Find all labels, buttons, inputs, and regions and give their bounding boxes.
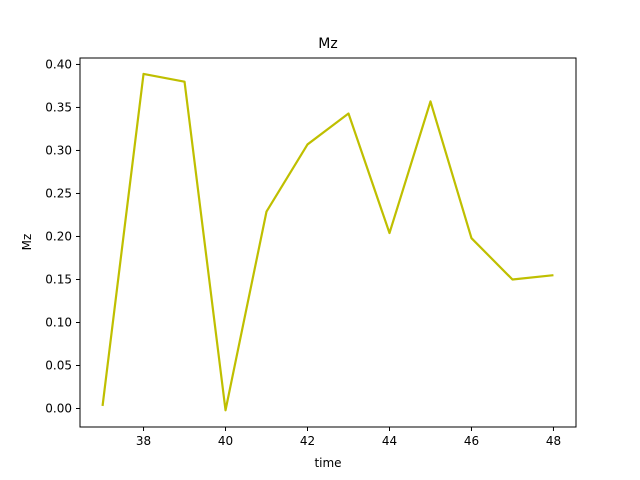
- plot-frame: [79, 57, 577, 428]
- x-tick-label: 46: [464, 434, 479, 448]
- x-tick-label: 38: [136, 434, 151, 448]
- chart-title: Mz: [318, 36, 337, 52]
- x-axis-label: time: [314, 456, 341, 470]
- x-axis: 38 40 42 44 46 48: [136, 427, 561, 448]
- y-tick-label: 0.15: [45, 272, 72, 286]
- y-tick-label: 0.35: [45, 100, 72, 114]
- y-tick-label: 0.30: [45, 143, 72, 157]
- plot-area: [101, 72, 554, 412]
- x-tick-label: 48: [546, 434, 561, 448]
- y-tick-label: 0.00: [45, 402, 72, 416]
- y-axis-label: Mz: [20, 234, 34, 251]
- x-tick-label: 44: [382, 434, 397, 448]
- y-tick-label: 0.40: [45, 57, 72, 71]
- y-tick-label: 0.05: [45, 359, 72, 373]
- x-tick-label: 40: [218, 434, 233, 448]
- y-tick-label: 0.25: [45, 186, 72, 200]
- x-tick-label: 42: [300, 434, 315, 448]
- series-line: [101, 72, 554, 412]
- y-tick-label: 0.10: [45, 315, 72, 329]
- y-axis: 0.00 0.05 0.10 0.15 0.20 0.25 0.30 0.35 0.40: [45, 57, 80, 416]
- y-tick-label: 0.20: [45, 229, 72, 243]
